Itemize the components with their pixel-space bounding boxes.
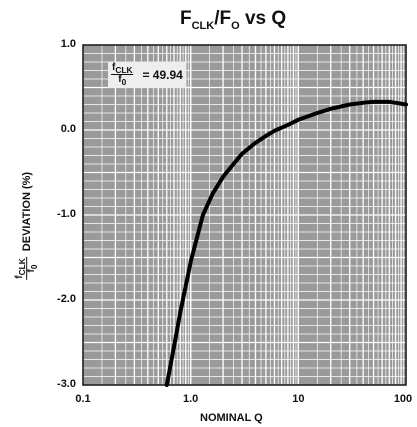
- y-tick-label: -3.0: [57, 378, 76, 390]
- x-tick-label: 10: [292, 393, 305, 405]
- x-tick-label: 1.0: [183, 393, 199, 405]
- x-tick-label: 0.1: [75, 393, 91, 405]
- annotation-value: = 49.94: [142, 67, 183, 82]
- y-tick-label: 0.0: [60, 123, 76, 135]
- y-tick-label: -1.0: [57, 208, 76, 220]
- fine-grid: [82, 44, 407, 386]
- y-axis-fraction: fCLK f0: [14, 257, 40, 280]
- chart-title: FCLK/FO vs Q: [180, 8, 287, 32]
- x-axis-label: NOMINAL Q: [200, 412, 263, 424]
- plot-border: [82, 44, 407, 386]
- y-tick-label: -2.0: [57, 293, 76, 305]
- annotation-fraction: fCLK f0: [111, 62, 134, 88]
- data-line: [164, 99, 408, 387]
- annotation-label: fCLK f0 = 49.94: [108, 62, 186, 88]
- y-axis-label: fCLK f0 DEVIATION (%): [14, 171, 40, 280]
- y-tick-label: 1.0: [60, 38, 76, 50]
- x-tick-label: 100: [393, 393, 413, 405]
